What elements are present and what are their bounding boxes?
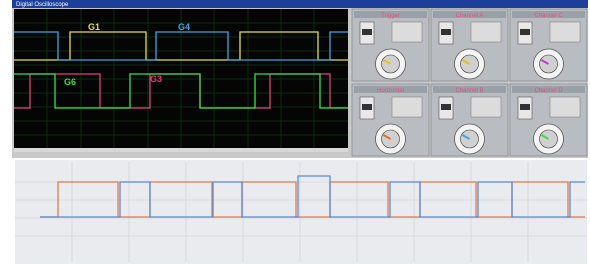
trace-label: G4	[178, 22, 190, 32]
panel-title: Channel B	[455, 88, 483, 94]
switch-lever	[520, 29, 530, 35]
screenshot: Digital Oscilloscope G1 G4 G6 G3 Trigger…	[0, 0, 590, 266]
switch-lever	[362, 29, 372, 35]
scrollbar[interactable]	[14, 148, 348, 152]
trace-label: G6	[64, 77, 76, 87]
page: Digital Oscilloscope G1 G4 G6 G3 Trigger…	[0, 0, 590, 266]
option-box[interactable]	[471, 97, 501, 117]
option-box[interactable]	[392, 22, 422, 42]
title-bar	[12, 0, 588, 8]
switch-lever	[362, 104, 372, 110]
trace-label: G3	[150, 74, 162, 84]
panel-title: Channel D	[534, 88, 563, 94]
panel-title: Horizontal	[377, 88, 404, 94]
switch-lever	[441, 104, 451, 110]
option-box[interactable]	[550, 22, 580, 42]
option-box[interactable]	[471, 22, 501, 42]
switch-lever	[441, 29, 451, 35]
option-box[interactable]	[392, 97, 422, 117]
trace-label: G1	[88, 22, 100, 32]
panel-title: Channel C	[534, 13, 563, 19]
window-title: Digital Oscilloscope	[16, 2, 69, 8]
option-box[interactable]	[550, 97, 580, 117]
panel-title: Channel A	[456, 13, 484, 19]
switch-lever	[520, 104, 530, 110]
panel-title: Trigger	[381, 13, 400, 19]
